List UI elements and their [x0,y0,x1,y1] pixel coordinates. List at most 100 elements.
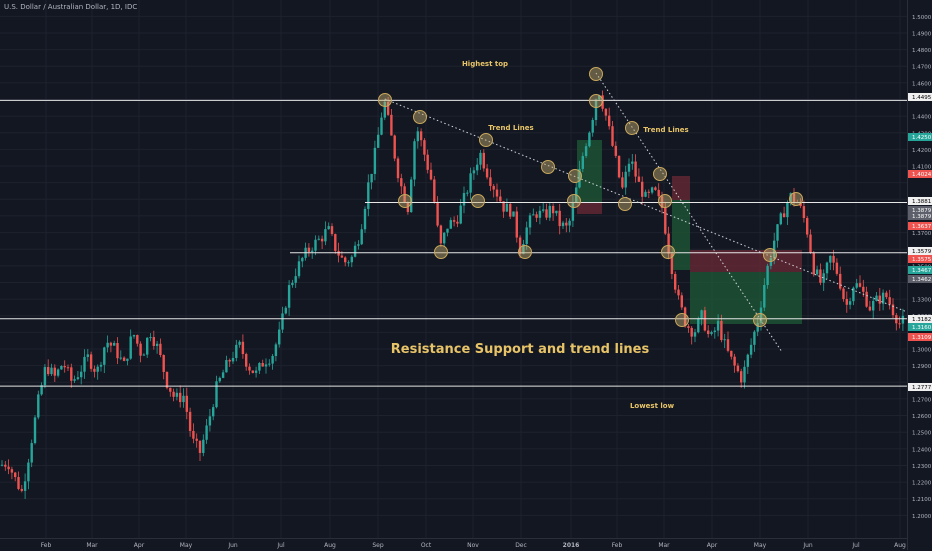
price-tag-bg [908,212,932,220]
pivot-circle [589,94,603,108]
candle-body [301,257,304,262]
candle-body [360,229,363,245]
y-tick-label: 1.2700 [912,397,932,403]
candle-body [419,131,423,141]
candle-body [172,391,175,397]
candle-body [802,206,806,218]
price-tag-label: 1.2777 [912,385,932,391]
pivot-circle [518,245,532,259]
candle-body [53,367,56,376]
candle-body [502,201,505,212]
candle-body [426,154,429,170]
candle-body [188,411,192,431]
price-tag-label: 1.3467 [912,268,932,274]
candle-body [726,339,730,351]
candle-body [327,226,330,230]
candle-body [525,227,528,245]
y-tick-label: 1.4800 [912,48,932,54]
candle-body [825,262,829,274]
x-tick-label: May [754,542,767,549]
price-tag-label: 1.3879 [912,214,932,220]
price-tag-bg [908,323,932,331]
candle-body [284,307,287,314]
y-tick-label: 1.4400 [912,115,932,121]
candle-body [664,207,667,234]
candle-body [624,171,627,188]
candle-body [848,301,852,305]
candle-body [106,342,109,348]
candle-body [815,269,819,275]
price-tag-label: 1.3637 [912,224,932,230]
price-tag-bg [908,170,932,178]
candle-body [716,320,720,331]
price-tag-bg [908,315,932,323]
y-tick-label: 1.4700 [912,65,932,71]
candle-body [20,488,23,491]
candle-body [334,234,337,251]
candle-body [551,205,555,214]
candle-body [377,134,380,148]
price-tag-bg [908,266,932,274]
candle-body [291,282,294,286]
x-tick-label: Apr [134,542,145,549]
candle-body [218,377,221,382]
candle-body [759,307,763,323]
pivot-circle [567,194,581,208]
candle-body [565,222,568,226]
candle-body [350,256,353,263]
candle-body [373,147,377,174]
candle-body [179,392,182,403]
candle-body [429,169,433,180]
price-tag-bg [908,275,932,283]
candle-body [875,295,878,301]
candle-body [588,132,591,147]
pivot-circle [789,192,803,206]
candle-body [413,141,416,180]
position-zone [577,202,602,214]
candle-body [489,177,492,186]
candle-body [17,477,20,489]
x-tick-label: Feb [41,542,52,549]
x-tick-label: Jul [851,542,860,549]
candle-body [40,385,43,395]
candle-body [235,344,238,358]
candle-body [423,140,426,155]
price-tag-label: 1.4495 [912,95,932,101]
candle-body [324,229,327,242]
candle-body [472,170,476,174]
pivot-circle [378,93,392,107]
candle-body [70,367,73,381]
candle-body [548,205,551,218]
x-tick-label: Apr [707,542,718,549]
annotation-label: Trend Lines [488,124,533,132]
candle-body [254,370,258,373]
candle-body [611,126,614,146]
candle-body [674,274,677,290]
candle-body [555,210,558,214]
candle-body [56,369,60,376]
y-tick-label: 1.2100 [912,497,932,503]
candle-body [538,210,542,218]
candle-body [485,168,489,178]
price-tag-label: 1.3881 [912,199,931,205]
candle-body [225,360,228,373]
candle-body [736,365,740,372]
pivot-circle [589,67,603,81]
candle-body [786,202,789,218]
y-tick-label: 1.4200 [912,148,932,154]
candle-body [512,211,515,217]
annotation-label: Trend Lines [643,126,688,134]
candle-body [363,208,367,230]
candle-body [152,337,155,346]
candle-body [370,173,373,183]
candle-body [561,222,565,227]
candle-body [872,300,875,311]
candle-body [433,179,436,202]
candle-body [294,276,297,283]
candle-body [594,99,598,120]
candle-body [584,146,588,157]
candle-body [271,355,274,364]
candle-body [888,297,891,305]
